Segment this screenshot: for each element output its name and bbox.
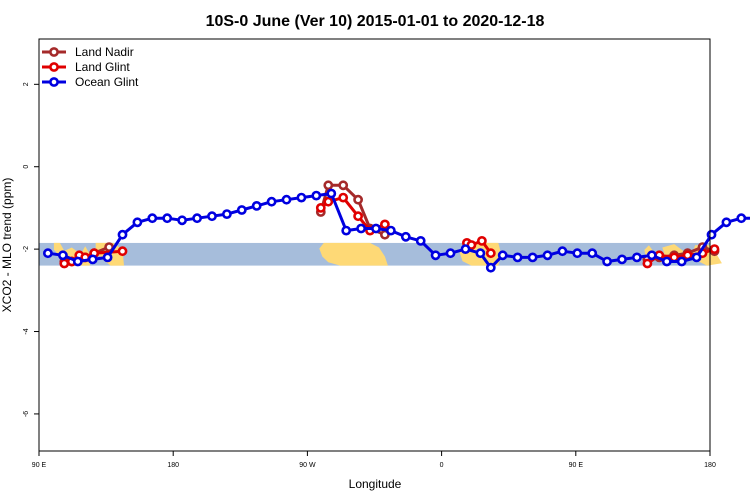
x-tick-label: 180 xyxy=(704,462,716,469)
ocean-glint-point xyxy=(706,229,717,240)
ocean-glint-point xyxy=(207,211,217,222)
ocean-glint-point xyxy=(527,252,538,263)
ocean-glint-point xyxy=(661,256,672,267)
ocean-glint-point xyxy=(460,244,471,254)
ocean-glint-point xyxy=(632,252,642,263)
ocean-glint-point xyxy=(117,229,128,240)
ocean-glint-point xyxy=(236,205,247,215)
legend-swatch-point xyxy=(49,77,59,87)
ocean-glint-point xyxy=(385,225,396,236)
ocean-glint-point xyxy=(326,188,337,199)
ocean-glint-point xyxy=(557,246,568,257)
ocean-glint-point xyxy=(87,254,98,265)
land-nadir-point xyxy=(353,194,363,205)
legend-label: Land Glint xyxy=(75,60,130,74)
ocean-glint-point xyxy=(296,192,307,203)
ocean-glint-point xyxy=(542,250,553,261)
ocean-glint-point xyxy=(58,250,68,261)
ocean-glint-point xyxy=(266,196,277,207)
ocean-glint-point xyxy=(177,215,187,226)
ocean-glint-point xyxy=(132,217,143,228)
land-patch xyxy=(319,242,388,266)
legend-label: Ocean Glint xyxy=(75,75,139,89)
x-tick-label: 0 xyxy=(440,462,444,469)
ocean-glint-point xyxy=(572,248,583,259)
legend-item-land-glint: Land Glint xyxy=(42,60,130,74)
x-tick-label: 90 W xyxy=(299,462,316,469)
ocean-glint-point xyxy=(475,248,486,259)
ocean-glint-point xyxy=(497,250,508,261)
ocean-glint-point xyxy=(400,231,411,242)
land-glint-point xyxy=(59,258,70,269)
ocean-glint-point xyxy=(102,252,113,263)
chart-title: 10S-0 June (Ver 10) 2015-01-01 to 2020-1… xyxy=(206,13,545,30)
ocean-glint-point xyxy=(356,223,366,234)
ocean-glint-point xyxy=(617,254,627,265)
ocean-glint-point xyxy=(72,256,83,267)
y-axis: 2 0 -2 -4 -6 xyxy=(23,82,39,417)
land-glint-point xyxy=(338,192,349,203)
ocean-glint-point xyxy=(371,223,381,234)
x-axis-label: Longitude xyxy=(349,477,402,491)
land-glint-point xyxy=(669,252,680,263)
land-nadir-point xyxy=(338,180,349,191)
legend-item-ocean-glint: Ocean Glint xyxy=(42,75,139,89)
ocean-glint-point xyxy=(162,213,173,224)
ocean-glint-point xyxy=(721,217,732,228)
ocean-glint-point xyxy=(221,209,232,219)
x-tick-label: 90 E xyxy=(32,462,47,469)
ocean-glint-point xyxy=(587,248,598,259)
land-glint-point xyxy=(642,258,653,269)
ocean-glint-point xyxy=(430,250,441,261)
land-glint-point xyxy=(485,248,496,259)
series-ocean-glint xyxy=(43,188,750,273)
ocean-glint-point xyxy=(341,225,352,236)
land-glint-point xyxy=(353,211,363,222)
ocean-glint-point xyxy=(311,190,322,201)
ocean-glint-point xyxy=(485,262,496,273)
y-tick-label: 0 xyxy=(23,165,30,169)
ocean-glint-point xyxy=(251,200,262,211)
y-tick-label: -2 xyxy=(23,246,30,252)
plot-frame xyxy=(38,38,711,452)
ocean-glint-point xyxy=(445,248,456,259)
ocean-glint-point xyxy=(192,213,202,224)
y-axis-label: XCO2 - MLO trend (ppm) xyxy=(0,178,14,313)
legend-label: Land Nadir xyxy=(75,45,134,59)
x-tick-label: 90 E xyxy=(569,462,584,469)
ocean-glint-point xyxy=(147,213,158,224)
ocean-glint-point xyxy=(691,252,702,263)
land-glint-point xyxy=(379,219,390,230)
x-axis: 90 E 180 90 W 0 90 E 180 xyxy=(32,451,716,469)
series-layer xyxy=(43,180,750,273)
ocean-glint-point xyxy=(676,256,687,267)
land-glint-point xyxy=(323,196,334,207)
ocean-glint-point xyxy=(43,248,53,259)
y-tick-label: -4 xyxy=(23,328,30,334)
land-glint-point xyxy=(315,202,326,213)
ocean-glint-point xyxy=(415,235,426,246)
ocean-glint-point xyxy=(512,252,523,263)
ocean-glint-point xyxy=(646,250,657,261)
ocean-glint-point xyxy=(736,213,747,224)
ocean-glint-point xyxy=(281,194,292,205)
y-tick-label: 2 xyxy=(23,82,30,86)
land-glint-point xyxy=(709,244,720,254)
legend-item-land-nadir: Land Nadir xyxy=(42,45,134,59)
land-glint-point xyxy=(117,246,128,257)
ocean-glint-point xyxy=(602,256,612,267)
land-glint-point xyxy=(476,235,487,246)
legend-swatch-point xyxy=(49,62,59,72)
legend-swatch-point xyxy=(49,47,59,57)
land-nadir-point xyxy=(323,180,334,191)
y-tick-label: -6 xyxy=(23,411,30,417)
x-tick-label: 180 xyxy=(167,462,179,469)
